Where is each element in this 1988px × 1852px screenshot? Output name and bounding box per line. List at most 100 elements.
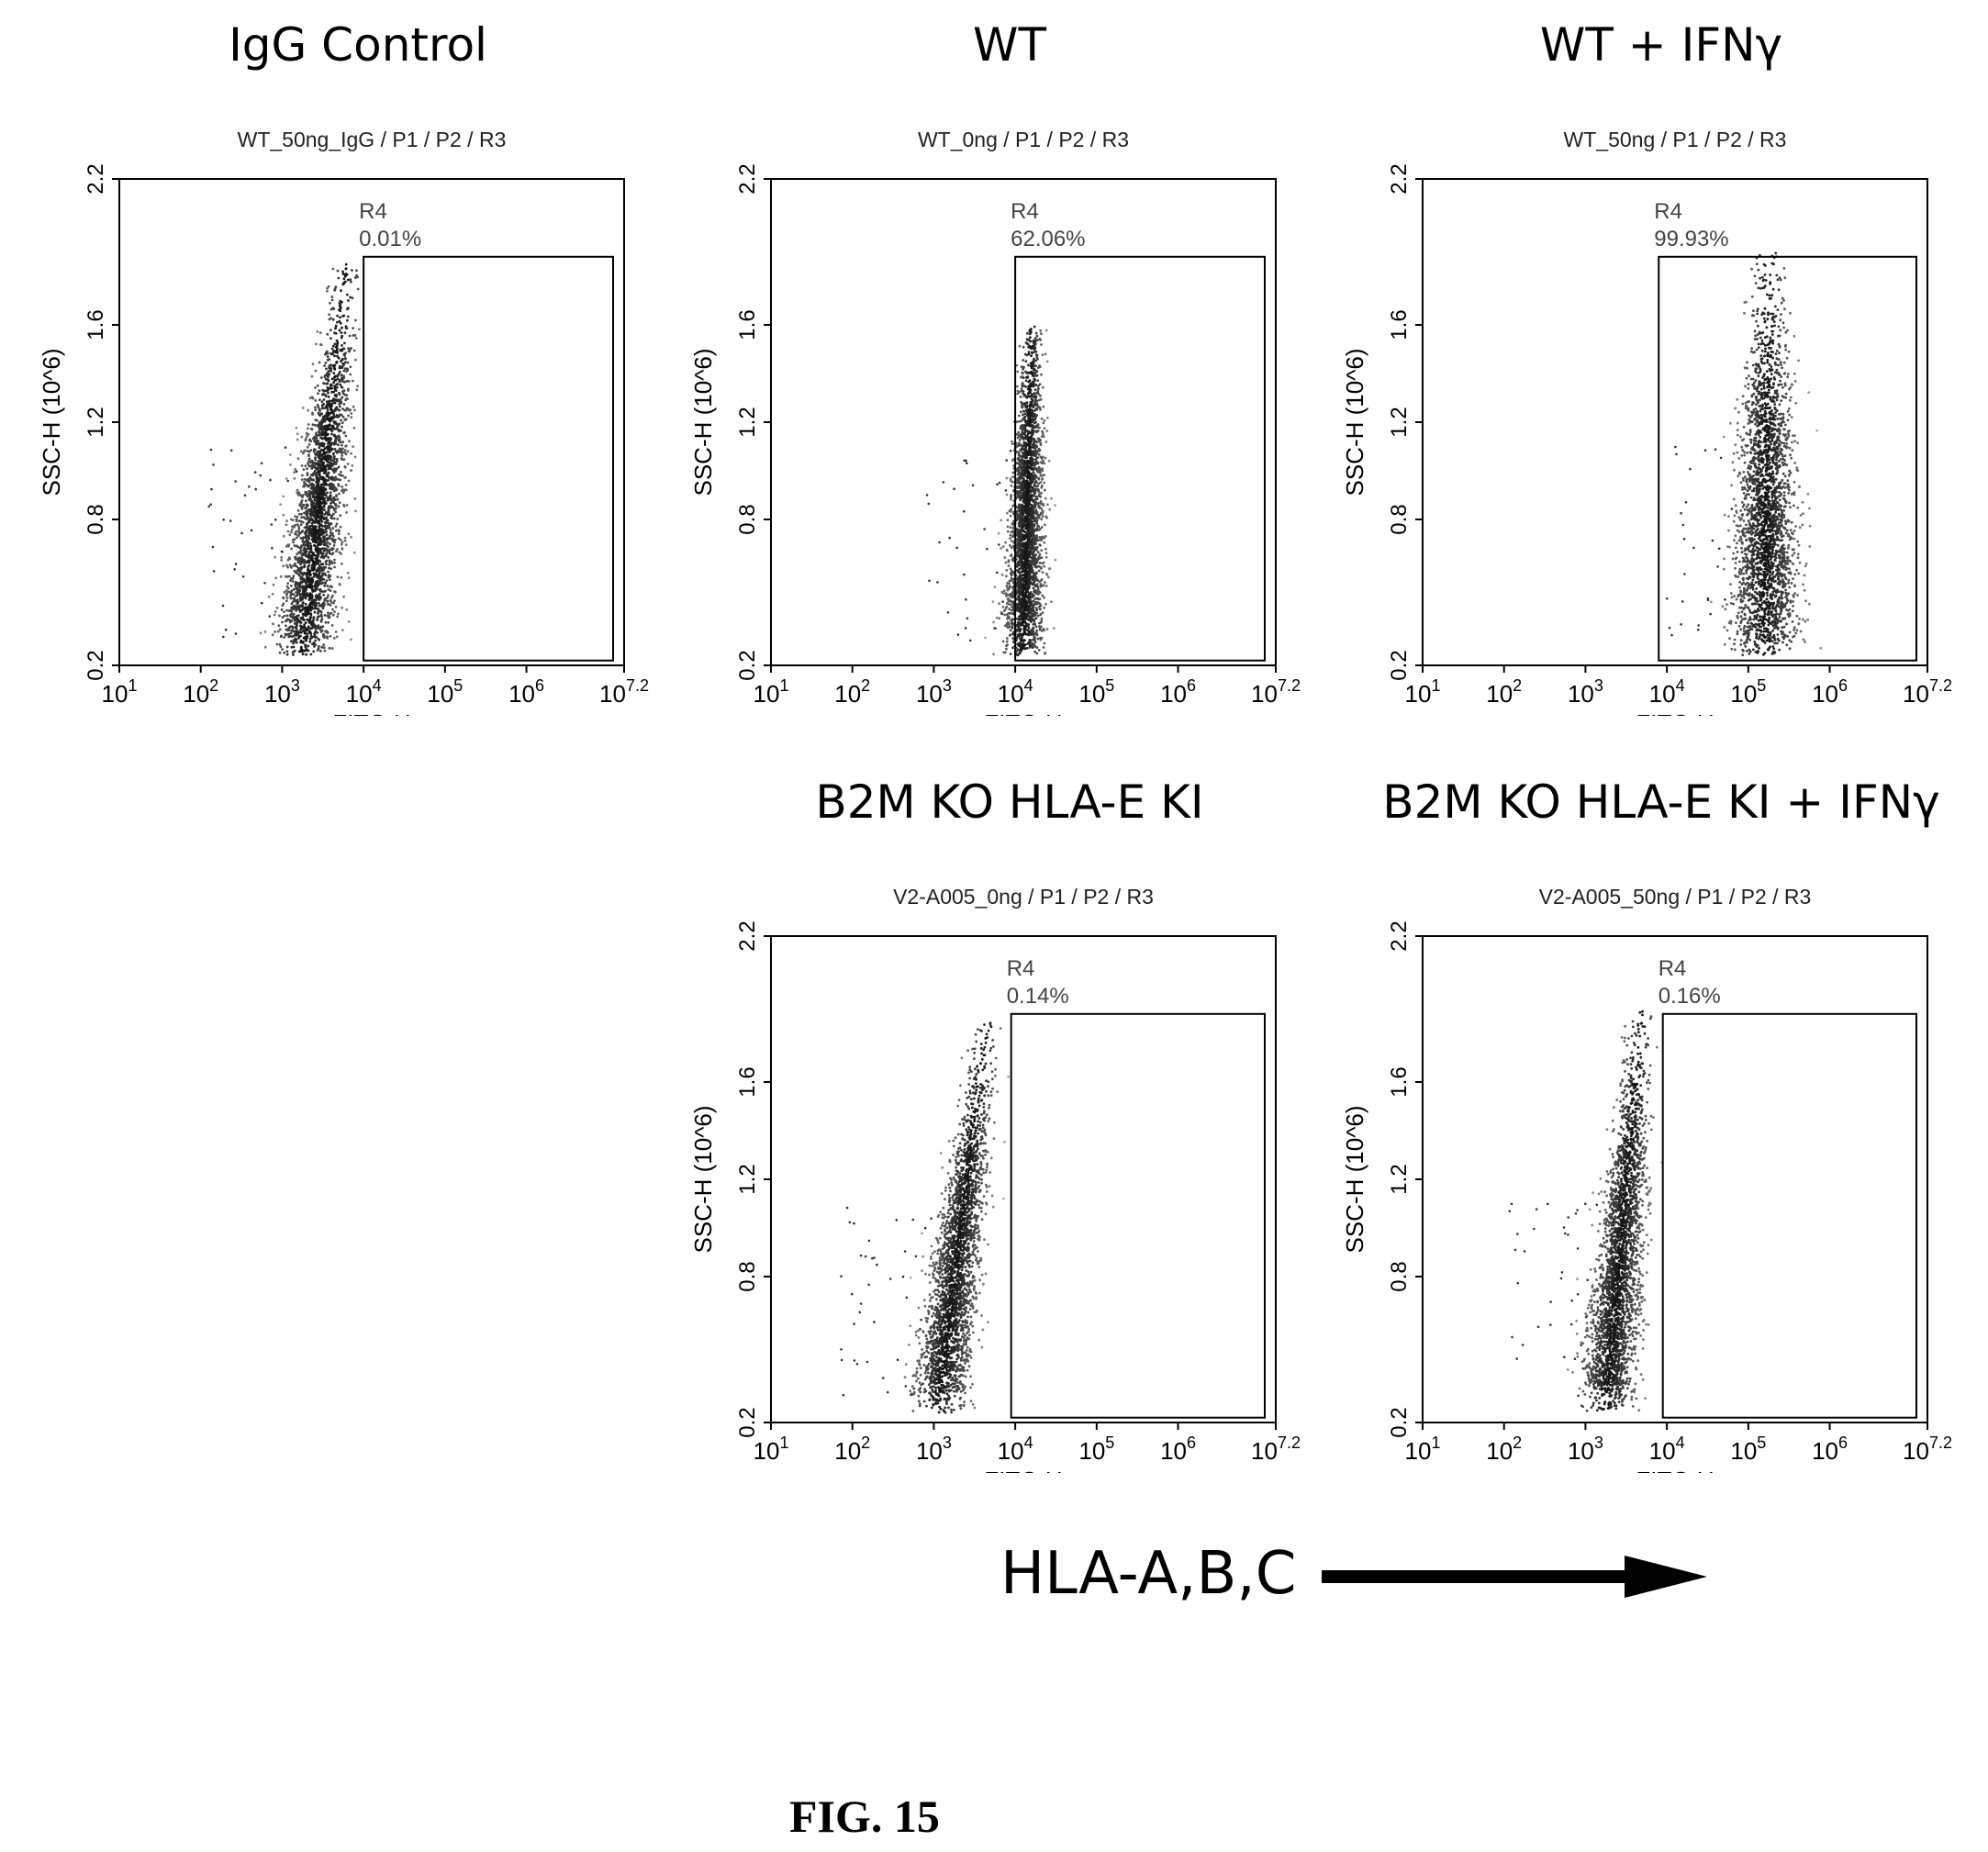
event-dot [1009,526,1012,529]
event-dot [1031,420,1033,424]
event-dot [303,546,306,550]
event-dot [1037,440,1041,443]
event-dot [329,458,332,461]
event-dot [292,612,296,616]
event-dot [1010,579,1013,582]
event-dot [344,434,348,438]
event-dot [334,475,338,479]
event-dot [1033,597,1037,600]
event-dot [327,521,330,525]
event-dot [310,478,314,481]
event-dot [278,628,282,631]
event-dot [306,592,308,596]
event-dot [283,636,285,639]
event-dot [274,555,276,559]
event-dot [331,608,334,611]
event-dot [307,532,311,535]
event-dot [259,631,262,635]
event-dot [1023,608,1027,611]
event-dot [320,520,324,523]
event-dot [321,590,325,594]
event-dot [325,563,328,566]
event-dot [343,418,347,421]
event-dot [288,533,292,537]
event-dot [316,424,318,428]
event-dot [342,277,346,281]
event-dot [339,441,342,444]
event-dot [333,590,336,593]
event-dot [285,633,287,637]
event-dot [336,269,340,273]
event-dot [1034,485,1038,488]
event-dot [305,653,307,656]
event-dot [304,499,307,503]
event-dot [329,367,332,371]
event-dot [322,594,325,597]
event-dot [302,549,306,552]
event-dot [340,474,342,477]
event-dot [278,614,281,618]
event-dot [311,642,314,646]
event-dot [1034,458,1037,461]
event-dot [1033,613,1037,617]
event-dot [307,578,310,582]
event-dot [321,452,325,456]
event-dot [286,565,289,569]
event-dot [323,517,327,520]
event-dot [1009,567,1012,571]
event-dot [341,283,345,286]
event-dot [1000,519,1003,522]
event-dot [1041,571,1044,575]
event-dot [337,276,341,280]
event-dot [314,643,318,646]
event-dot [212,570,216,573]
event-dot [337,415,341,418]
event-dot [313,544,316,547]
event-dot [1022,533,1024,537]
event-dot [351,464,354,467]
event-dot [300,512,303,516]
plot-frame [118,178,625,666]
event-dot [1005,493,1009,496]
event-dot [1022,394,1026,397]
event-dot [307,547,311,551]
event-dot [294,515,296,518]
event-dot [1007,620,1010,624]
event-dot [289,615,293,619]
event-dot [316,546,319,550]
event-dot [339,299,342,303]
event-dot [1036,339,1039,341]
event-dot [1024,510,1028,514]
event-dot [350,280,352,284]
event-dot [1042,433,1044,436]
event-dot [322,549,326,552]
event-dot [332,413,336,417]
event-dot [341,485,343,488]
event-dot [333,457,336,461]
event-dot [319,575,323,579]
x-axis-label: FITC-H [332,709,410,716]
event-dot [345,608,349,611]
event-dot [319,496,323,499]
event-dot [1015,420,1019,424]
event-dot [1011,527,1015,530]
event-dot [332,517,336,520]
event-dot [1020,481,1022,485]
event-dot [1030,474,1033,478]
event-dot [1005,575,1008,578]
panel-igg-control: IgG Control WT_50ng_IgG / P1 / P2 / R3 R4 0… [28,18,688,734]
event-dot [327,370,330,373]
x-tick-label: 107.2 [599,676,649,708]
event-dot [1021,636,1023,639]
event-dot [343,449,347,452]
event-dot [308,524,312,528]
event-dot [320,492,324,496]
event-dot [1020,528,1023,530]
event-dot [1005,476,1009,480]
event-dot [318,469,322,473]
event-dot [1040,373,1043,376]
event-dot [1009,544,1011,547]
event-dot [330,377,334,381]
event-dot [333,409,337,412]
event-dot [274,519,277,521]
